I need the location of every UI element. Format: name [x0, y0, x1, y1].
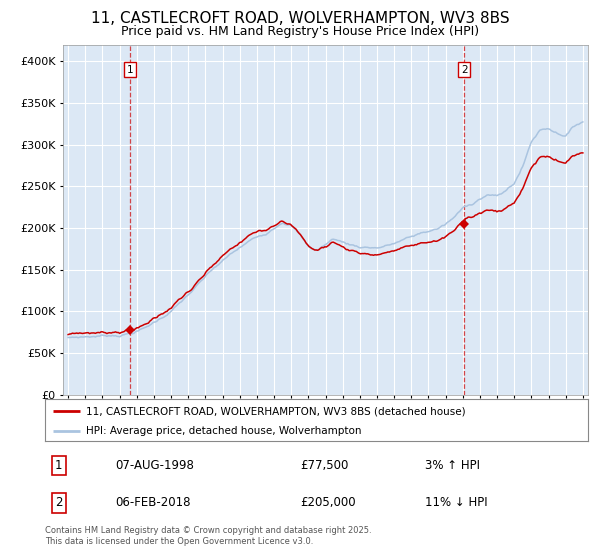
Text: 1: 1: [127, 65, 133, 75]
Text: 07-AUG-1998: 07-AUG-1998: [116, 459, 194, 472]
Text: £205,000: £205,000: [300, 496, 356, 510]
Text: 2: 2: [461, 65, 467, 75]
Text: 1: 1: [55, 459, 62, 472]
Text: HPI: Average price, detached house, Wolverhampton: HPI: Average price, detached house, Wolv…: [86, 426, 361, 436]
Text: 11% ↓ HPI: 11% ↓ HPI: [425, 496, 488, 510]
Text: Price paid vs. HM Land Registry's House Price Index (HPI): Price paid vs. HM Land Registry's House …: [121, 25, 479, 38]
Text: 06-FEB-2018: 06-FEB-2018: [116, 496, 191, 510]
Text: 2: 2: [55, 496, 62, 510]
Text: 11, CASTLECROFT ROAD, WOLVERHAMPTON, WV3 8BS: 11, CASTLECROFT ROAD, WOLVERHAMPTON, WV3…: [91, 11, 509, 26]
Text: £77,500: £77,500: [300, 459, 349, 472]
Text: Contains HM Land Registry data © Crown copyright and database right 2025.
This d: Contains HM Land Registry data © Crown c…: [45, 526, 371, 546]
Text: 3% ↑ HPI: 3% ↑ HPI: [425, 459, 480, 472]
Text: 11, CASTLECROFT ROAD, WOLVERHAMPTON, WV3 8BS (detached house): 11, CASTLECROFT ROAD, WOLVERHAMPTON, WV3…: [86, 406, 466, 416]
